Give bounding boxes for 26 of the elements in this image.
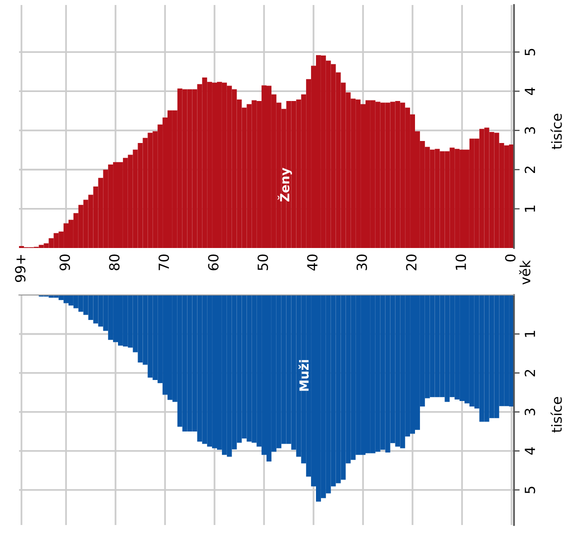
- x-tick-label: 40: [307, 254, 318, 271]
- y-tick-label: 3: [524, 127, 536, 134]
- y-tick-label: 3: [524, 408, 536, 416]
- x-tick-label: 90: [60, 254, 70, 270]
- x-tick-label: 70: [158, 254, 170, 270]
- y-tick-label: 5: [524, 486, 536, 494]
- x-tick-label: 0: [505, 254, 516, 262]
- x-tick-label: 20: [406, 254, 417, 270]
- y-tick-label: 4: [524, 447, 535, 455]
- x-tick-label: 10: [456, 254, 466, 270]
- text: věk: [519, 260, 530, 285]
- series-label: Muži: [298, 360, 309, 391]
- y-tick-label: 1: [524, 206, 535, 212]
- y-tick-label: 5: [524, 48, 536, 56]
- x-tick-label: 99+: [15, 255, 26, 282]
- series-label: Ženy: [278, 168, 292, 202]
- y-axis-title: tisíce: [550, 114, 562, 150]
- y-tick-label: 4: [524, 88, 535, 95]
- x-tick-label: 80: [109, 254, 120, 270]
- x-tick-label: 50: [258, 254, 268, 270]
- y-tick-label: 2: [524, 166, 535, 174]
- x-tick-label: 30: [356, 254, 368, 270]
- y-axis-title: tisíce: [550, 397, 562, 433]
- y-tick-label: 2: [524, 370, 535, 376]
- x-tick-label: 60: [208, 254, 219, 270]
- y-tick-label: 1: [524, 330, 535, 337]
